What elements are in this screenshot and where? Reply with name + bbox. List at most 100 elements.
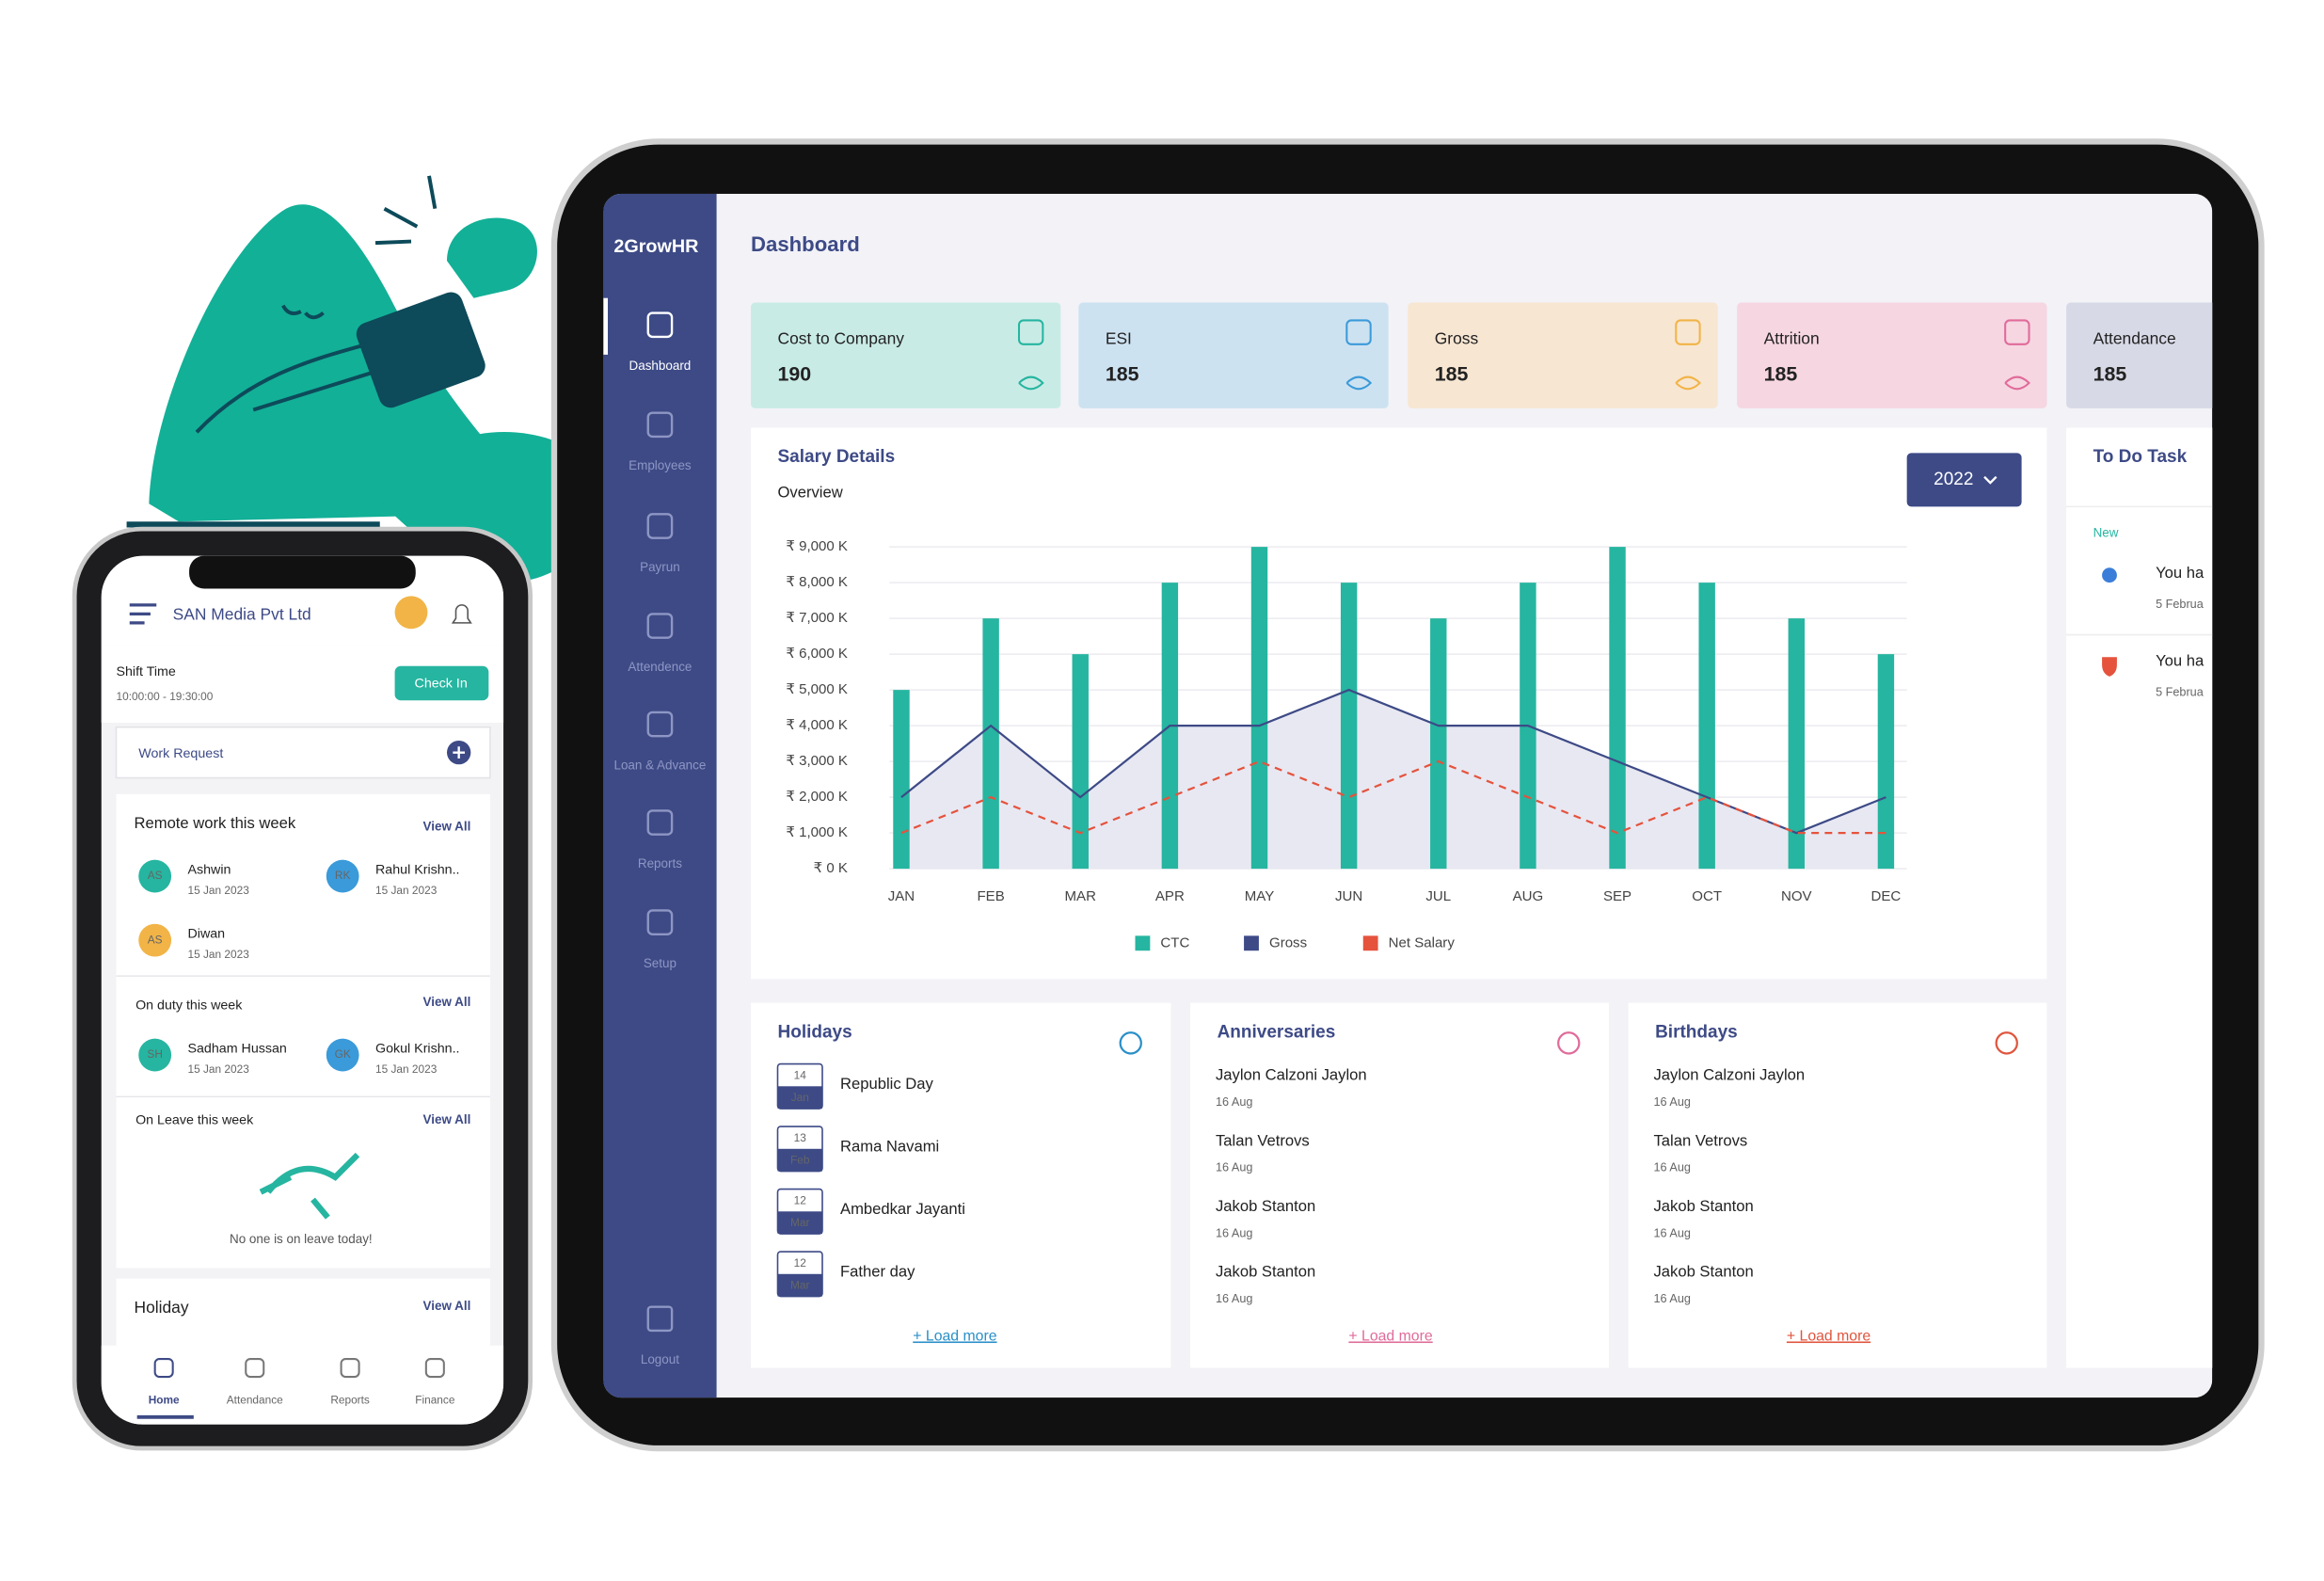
kpi-label: Attendance [2093, 329, 2176, 348]
panel [751, 1002, 1171, 1368]
tab-label[interactable]: Attendance [227, 1394, 283, 1407]
year-select[interactable] [1906, 453, 2022, 507]
person-name: Sadham Hussan [187, 1041, 286, 1056]
view-all[interactable]: View All [423, 995, 471, 1009]
y-tick-label: ₹ 3,000 K [786, 753, 848, 769]
bar [1072, 654, 1089, 870]
avatar [138, 859, 172, 893]
person-date: 16 Aug [1654, 1095, 1691, 1109]
date-day: 12 [794, 1193, 806, 1206]
sidebar [603, 193, 717, 1398]
avatar [138, 1038, 172, 1072]
tab-icon[interactable] [340, 1358, 360, 1379]
person-date: 15 Jan 2023 [375, 884, 438, 897]
panel [1190, 1002, 1609, 1368]
holiday-name: Father day [840, 1263, 915, 1281]
check-in-button[interactable] [394, 665, 489, 701]
view-all[interactable]: View All [423, 1299, 471, 1313]
empty-state: No one is on leave today! [230, 1232, 373, 1246]
chart-subtitle: Overview [778, 484, 844, 502]
nav-icon[interactable] [646, 311, 674, 339]
view-icon[interactable] [1018, 375, 1044, 391]
menu-icon[interactable] [129, 603, 157, 625]
panel-icon [1995, 1031, 2018, 1055]
nav-icon[interactable] [646, 711, 674, 738]
nav-icon[interactable] [646, 513, 674, 539]
tab-label[interactable]: Finance [415, 1394, 455, 1407]
logout-icon[interactable] [646, 1305, 674, 1333]
todo-panel [2066, 427, 2213, 1368]
salary-chart: ₹ 0 K ₹ 1,000 K ₹ 2,000 K ₹ 3,000 K ₹ 4,000 … [786, 538, 1907, 951]
kpi-value: 185 [1764, 363, 1798, 386]
tab-icon[interactable] [153, 1358, 174, 1379]
check-in-label[interactable]: Check In [415, 677, 468, 692]
bar [1250, 547, 1268, 870]
load-more[interactable]: + Load more [913, 1328, 997, 1344]
logo: 2GrowHR [613, 236, 698, 257]
person-name: Talan Vetrovs [1654, 1131, 1748, 1149]
nav-label[interactable]: Dashboard [629, 359, 692, 373]
y-tick-label: ₹ 0 K [814, 860, 848, 876]
x-tick-label: JUN [1335, 888, 1362, 904]
bar [1609, 547, 1626, 870]
shift-time: 10:00:00 - 19:30:00 [117, 690, 214, 703]
nav-icon[interactable] [646, 411, 674, 439]
nav-label[interactable]: Setup [644, 956, 677, 970]
bar [1788, 618, 1806, 870]
logout[interactable]: Logout [641, 1352, 679, 1366]
y-tick-label: ₹ 2,000 K [786, 789, 848, 805]
nav-label[interactable]: Attendence [628, 660, 692, 674]
bell[interactable] [451, 604, 472, 624]
kpi-card[interactable] [751, 302, 1061, 408]
view-all[interactable]: View All [423, 819, 471, 833]
kpi-icon [1345, 319, 1372, 345]
view-icon[interactable] [1675, 375, 1702, 391]
legend-swatch [1362, 935, 1378, 951]
todo-text[interactable]: You ha [2156, 564, 2205, 582]
tab-icon[interactable] [245, 1358, 265, 1379]
view-all[interactable]: View All [423, 1112, 471, 1126]
date-month-bg [777, 1086, 822, 1110]
kpi-card[interactable] [1408, 302, 1718, 408]
people: AS Ashwin 15 Jan 2023 RK Rahul Krishn.. 15 Ja… [138, 859, 460, 1076]
y-tick-label: ₹ 1,000 K [786, 824, 848, 840]
year-select-label[interactable]: 2022 [1934, 470, 1973, 489]
todo-text[interactable]: You ha [2156, 651, 2205, 669]
nav-label[interactable]: Loan & Advance [613, 758, 706, 772]
avatar[interactable] [394, 596, 428, 630]
shift-label: Shift Time [117, 664, 176, 679]
nav-icon[interactable] [646, 909, 674, 935]
panel [1628, 1002, 2047, 1368]
work-request-label[interactable]: Work Request [138, 746, 223, 761]
person-name: Rahul Krishn.. [375, 862, 460, 877]
kpi-value: 185 [1435, 363, 1469, 386]
date-month: Jan [791, 1091, 809, 1104]
kpi-card[interactable] [1737, 302, 2047, 408]
nav-icon[interactable] [646, 809, 674, 836]
line [900, 759, 1886, 835]
y-tick-label: ₹ 9,000 K [786, 538, 848, 554]
todo-title: To Do Task [2093, 447, 2188, 467]
kpi-card[interactable] [2066, 302, 2324, 408]
nav-label[interactable]: Reports [638, 856, 682, 870]
page-title: Dashboard [751, 232, 860, 256]
load-more[interactable]: + Load more [1787, 1328, 1871, 1344]
load-more[interactable]: + Load more [1348, 1328, 1433, 1344]
kpi-value: 190 [778, 363, 812, 386]
work-request[interactable] [115, 726, 491, 779]
tab-label[interactable]: Reports [330, 1394, 370, 1407]
person-date: 16 Aug [1216, 1292, 1252, 1305]
nav-icon[interactable] [646, 613, 674, 639]
date-day: 12 [794, 1256, 806, 1270]
tab-icon[interactable] [424, 1358, 445, 1379]
person-date: 15 Jan 2023 [375, 1062, 438, 1076]
person-name: Jakob Stanton [1216, 1263, 1315, 1281]
view-icon[interactable] [1345, 375, 1373, 391]
nav-label[interactable]: Payrun [640, 560, 680, 574]
person-name: Jakob Stanton [1654, 1263, 1754, 1281]
tab-label[interactable]: Home [149, 1394, 180, 1407]
kpi-card[interactable] [1078, 302, 1389, 408]
line [900, 688, 1886, 835]
nav-label[interactable]: Employees [629, 458, 692, 472]
view-icon[interactable] [2004, 375, 2030, 391]
